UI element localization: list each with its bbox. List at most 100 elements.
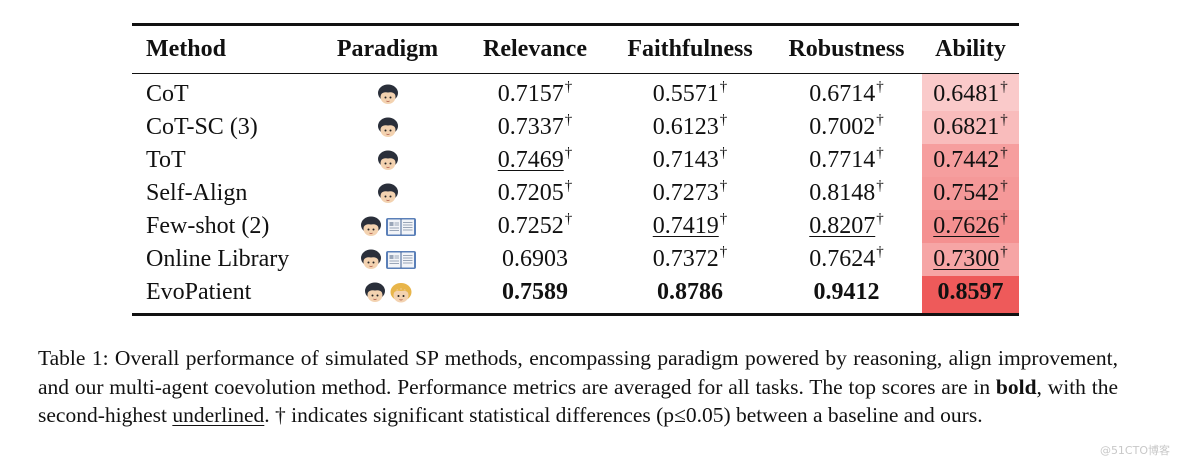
table-row: ToT 0.7469† 0.7143† 0.7714† 0.7442† (132, 144, 1019, 177)
header-row: Method Paradigm Relevance Faithfulness R… (132, 24, 1019, 74)
ability-value: 0.7442 (933, 147, 1000, 173)
table-row: CoT-SC (3) 0.7337† 0.6123† 0.7002† 0.6821 † (132, 111, 1019, 144)
faithfulness-value: 0.7143 (652, 147, 719, 173)
faithfulness-cell: 0.7372† (609, 243, 771, 276)
significance-dagger: † (876, 244, 884, 261)
open-book-icon (385, 249, 417, 271)
relevance-cell: 0.7205† (461, 177, 609, 210)
robustness-value: 0.8148 (809, 180, 876, 206)
watermark: @51CTO博客 (1099, 444, 1170, 457)
header-faithfulness: Faithfulness (609, 24, 771, 74)
significance-dagger: † (564, 145, 573, 162)
table-row: Online Library 0.6903 0.7372† 0.7624† 0.7300… (132, 243, 1019, 276)
robustness-cell: 0.6714† (771, 74, 922, 112)
significance-dagger: † (564, 79, 573, 96)
paradigm-cell (314, 144, 461, 177)
method-name: Self-Align (146, 180, 248, 206)
paradigm-cell (314, 276, 461, 315)
faithfulness-value: 0.7273 (652, 180, 719, 206)
significance-dagger: † (564, 112, 573, 129)
boy-face-icon (376, 149, 400, 173)
robustness-value: 0.7624 (809, 246, 876, 272)
significance-dagger: † (876, 79, 884, 96)
ability-value: 0.7300 (933, 246, 1000, 272)
robustness-cell: 0.7002† (771, 111, 922, 144)
relevance-cell: 0.6903 (461, 243, 609, 276)
method-name: Few-shot (2) (146, 213, 270, 239)
boy-face-icon (359, 248, 383, 272)
blond-face-icon (389, 281, 413, 305)
faithfulness-cell: 0.7419† (609, 210, 771, 243)
boy-face-icon (376, 83, 400, 107)
significance-dagger: † (1000, 79, 1008, 96)
significance-dagger: † (876, 145, 884, 162)
significance-dagger: † (719, 79, 728, 96)
results-table: Method Paradigm Relevance Faithfulness R… (132, 23, 1019, 316)
robustness-value: 0.7714 (809, 147, 876, 173)
boy-face-icon (376, 182, 400, 206)
faithfulness-cell: 0.7143† (609, 144, 771, 177)
table-body: CoT 0.7157† 0.5571† 0.6714† 0.6481† CoT-SC (3… (132, 73, 1019, 315)
header-paradigm: Paradigm (314, 24, 461, 74)
ability-value: 0.7626 (933, 213, 1000, 239)
significance-dagger: † (564, 178, 573, 195)
open-book-icon (385, 216, 417, 238)
robustness-value: 0.9412 (813, 279, 880, 305)
significance-dagger: † (1000, 145, 1008, 162)
method-name: CoT (146, 81, 189, 107)
significance-dagger: † (719, 244, 728, 261)
relevance-value: 0.6903 (502, 246, 568, 272)
paradigm-cell (314, 243, 461, 276)
robustness-cell: 0.9412 (771, 276, 922, 315)
table-caption: Table 1: Overall performance of simulate… (38, 344, 1118, 430)
paradigm-cell (314, 111, 461, 144)
paradigm-cell (314, 210, 461, 243)
significance-dagger: † (719, 211, 728, 228)
relevance-cell: 0.7469† (461, 144, 609, 177)
robustness-value: 0.6714 (809, 81, 876, 107)
header-robustness: Robustness (771, 24, 922, 74)
method-name: CoT-SC (3) (146, 114, 258, 140)
faithfulness-cell: 0.6123† (609, 111, 771, 144)
robustness-cell: 0.8148† (771, 177, 922, 210)
robustness-value: 0.8207 (809, 213, 876, 239)
method-name: Online Library (146, 246, 290, 272)
method-name: ToT (146, 147, 186, 173)
ability-cell: 0.7626† (922, 210, 1019, 243)
faithfulness-value: 0.7419 (652, 213, 719, 239)
relevance-value: 0.7589 (502, 279, 568, 305)
table-row: Self-Align 0.7205† 0.7273† 0.8148† 0.7542† (132, 177, 1019, 210)
method-name: EvoPatient (146, 279, 252, 305)
significance-dagger: † (719, 112, 728, 129)
ability-cell: 0.7442† (922, 144, 1019, 177)
significance-dagger: † (719, 145, 728, 162)
significance-dagger: † (564, 211, 573, 228)
faithfulness-cell: 0.7273† (609, 177, 771, 210)
ability-cell: 0.8597 (922, 276, 1019, 315)
ability-cell: 0.7542† (922, 177, 1019, 210)
significance-dagger: † (1000, 244, 1008, 261)
relevance-cell: 0.7337† (461, 111, 609, 144)
robustness-cell: 0.7624† (771, 243, 922, 276)
header-ability: Ability (922, 24, 1019, 74)
faithfulness-value: 0.7372 (652, 246, 719, 272)
table-row: EvoPatient 0.7589 0.8786 0.9412 0.8597 (132, 276, 1019, 315)
table-row: CoT 0.7157† 0.5571† 0.6714† 0.6481† (132, 73, 1019, 112)
relevance-cell: 0.7157† (461, 74, 609, 112)
paradigm-cell (314, 177, 461, 210)
significance-dagger: † (719, 178, 728, 195)
header-method: Method (132, 24, 314, 74)
ability-value: 0.6821 (933, 114, 1000, 140)
caption-bold-word: bold (995, 374, 1037, 399)
relevance-value: 0.7252 (497, 213, 564, 239)
paradigm-cell (314, 74, 461, 112)
ability-cell: 0.6481† (922, 73, 1019, 111)
boy-face-icon (376, 116, 400, 140)
relevance-value: 0.7205 (497, 180, 564, 206)
relevance-cell: 0.7589 (461, 276, 609, 315)
relevance-value: 0.7157 (497, 81, 564, 107)
header-relevance: Relevance (461, 24, 609, 74)
relevance-value: 0.7469 (497, 147, 564, 173)
ability-cell: 0.7300† (922, 243, 1019, 276)
faithfulness-value: 0.5571 (652, 81, 719, 107)
